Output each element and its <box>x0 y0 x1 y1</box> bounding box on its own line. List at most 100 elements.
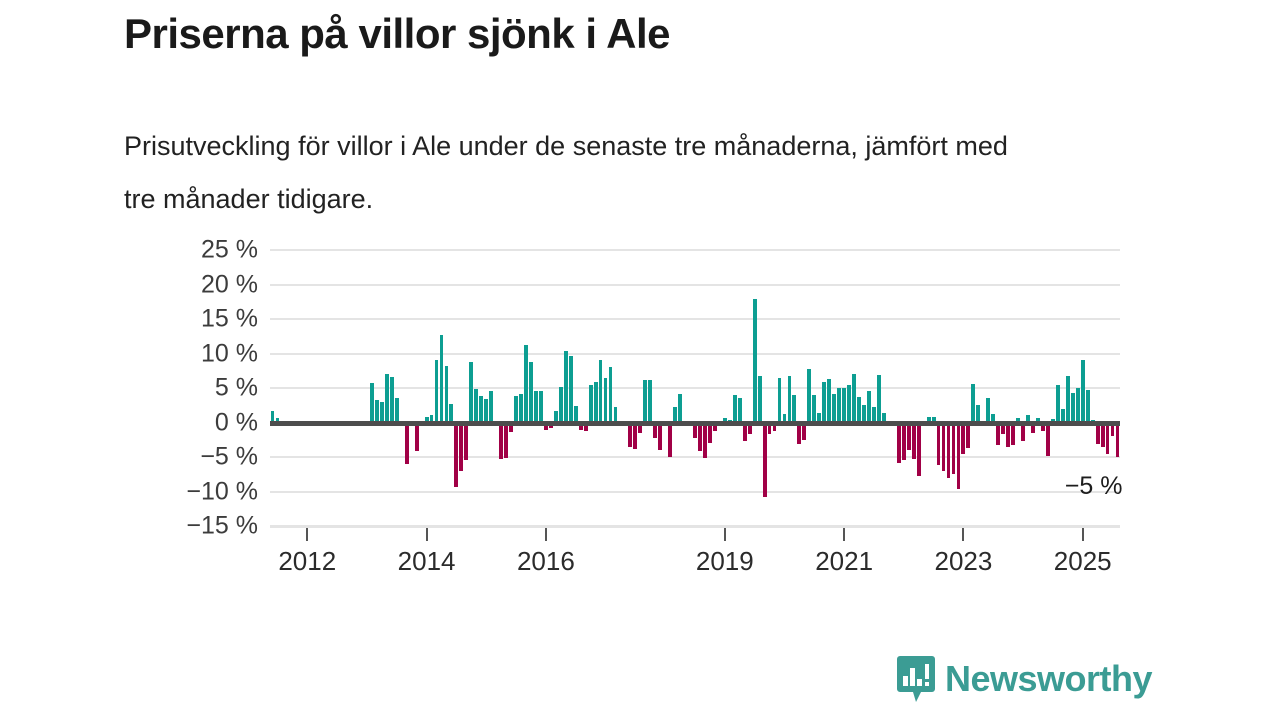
bar <box>608 366 613 423</box>
bar <box>275 418 280 423</box>
bar <box>901 422 906 461</box>
x-axis-tick-label: 2016 <box>516 546 575 576</box>
bar <box>842 388 847 423</box>
bar <box>862 405 866 423</box>
bar <box>1060 408 1065 423</box>
y-axis-tick-label: 10 % <box>201 339 258 367</box>
bar <box>524 345 528 423</box>
bar <box>1026 414 1030 423</box>
bar <box>643 380 648 423</box>
bar <box>1095 422 1100 444</box>
bar-chart-speech-bubble-icon <box>896 656 935 702</box>
bar <box>1011 422 1016 445</box>
bar <box>911 422 916 460</box>
x-axis-tick-label: 2019 <box>695 546 754 576</box>
bar <box>812 394 817 423</box>
bar <box>802 422 807 440</box>
bar <box>628 422 633 448</box>
bar <box>424 416 429 423</box>
bar <box>1115 422 1120 457</box>
bar <box>603 378 608 423</box>
gridline <box>270 249 1120 251</box>
x-axis-line <box>270 526 1120 528</box>
bar <box>852 373 856 423</box>
bar <box>971 383 976 423</box>
x-axis-tick <box>425 528 428 541</box>
bar <box>1055 385 1060 423</box>
bar <box>578 422 583 431</box>
bar <box>593 381 598 423</box>
bar <box>976 404 981 423</box>
bar <box>906 422 911 451</box>
y-axis-tick-label: −5 % <box>200 442 258 471</box>
gridline <box>270 387 1120 389</box>
gridline <box>270 352 1120 355</box>
bar <box>673 407 678 423</box>
bar <box>757 375 762 423</box>
bar <box>876 374 881 423</box>
bar <box>1110 422 1115 437</box>
x-axis-tick <box>843 528 846 541</box>
bar <box>991 413 996 423</box>
bar <box>534 391 538 423</box>
bar <box>703 422 707 459</box>
bar <box>782 414 787 423</box>
bar <box>737 398 742 423</box>
bar <box>429 414 434 423</box>
bar <box>514 396 518 423</box>
bar <box>966 422 971 449</box>
bar <box>1031 422 1035 433</box>
y-axis-tick-label: −15 % <box>186 511 258 540</box>
bar <box>1080 360 1085 423</box>
bar <box>712 422 717 432</box>
bar <box>519 393 523 423</box>
bar <box>941 422 946 472</box>
bar <box>414 422 419 452</box>
bar <box>369 383 374 423</box>
bar <box>588 385 593 423</box>
zero-axis-line <box>270 420 1120 426</box>
bar <box>931 416 936 423</box>
bar <box>374 399 379 423</box>
x-axis-tick-label: 2021 <box>815 546 874 576</box>
bar-series <box>270 250 1120 526</box>
y-axis-tick-label: −10 % <box>186 477 258 505</box>
page-subtitle: Prisutveckling för villor i Ale under de… <box>124 131 1008 214</box>
bar <box>509 422 513 433</box>
bar <box>449 403 454 423</box>
bar <box>459 422 464 471</box>
x-axis-tick <box>723 528 726 541</box>
bar <box>543 422 548 431</box>
x-axis-tick-label: 2014 <box>397 546 456 576</box>
bar <box>484 399 489 423</box>
bar <box>573 405 578 423</box>
bar <box>936 422 941 465</box>
bar <box>469 361 474 423</box>
bar <box>598 359 603 423</box>
x-axis: 2012 2014 2016 2019 2021 2023 2025 <box>270 526 1120 586</box>
y-axis-tick-label: 15 % <box>201 304 258 333</box>
bar <box>464 422 469 461</box>
bar <box>817 412 822 423</box>
bar <box>658 422 663 451</box>
bar <box>787 376 792 423</box>
y-axis-tick-label: 5 % <box>214 373 258 402</box>
x-axis-tick <box>544 528 547 541</box>
last-value-annotation: −5 % <box>1064 471 1123 500</box>
bar <box>847 384 852 423</box>
bar <box>613 407 618 423</box>
bar <box>1085 390 1090 423</box>
gridline <box>270 318 1120 320</box>
bar <box>389 376 394 423</box>
bar <box>707 422 712 444</box>
bar <box>916 422 921 477</box>
bar <box>474 389 479 423</box>
bar <box>832 393 837 423</box>
gridline <box>270 490 1120 493</box>
bar <box>767 422 772 434</box>
bar <box>499 422 504 460</box>
bar <box>896 422 901 463</box>
bar <box>1105 422 1110 454</box>
logo-wordmark: Newsworthy <box>944 658 1153 699</box>
bar <box>926 416 931 423</box>
